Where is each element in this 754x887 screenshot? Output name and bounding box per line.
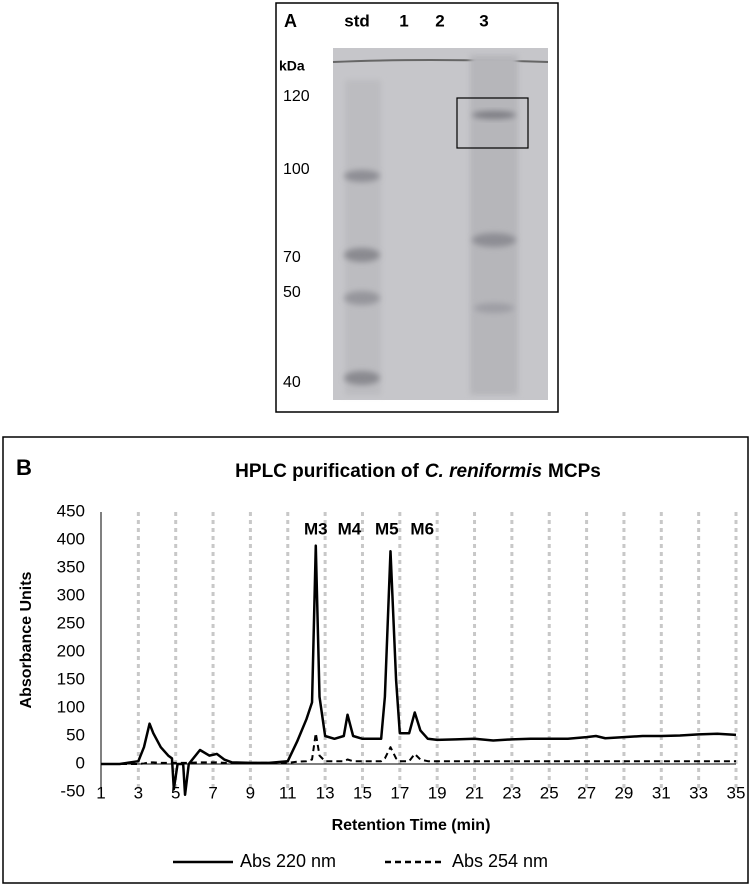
x-tick-label: 1 bbox=[96, 783, 105, 802]
panel-label: A bbox=[284, 11, 297, 31]
marker-label: 100 bbox=[283, 161, 310, 178]
lane-label: std bbox=[344, 11, 370, 30]
y-axis-label: Absorbance Units bbox=[18, 571, 35, 708]
lane-label: 2 bbox=[435, 11, 444, 30]
annotation: M6 bbox=[410, 519, 434, 538]
marker-label: 50 bbox=[283, 284, 301, 301]
x-tick-label: 7 bbox=[208, 783, 217, 802]
legend-label: Abs 254 nm bbox=[452, 851, 548, 871]
chart-panel bbox=[2, 436, 749, 884]
x-tick-label: 17 bbox=[390, 783, 409, 802]
y-tick-label: 100 bbox=[57, 697, 85, 716]
x-axis-label: Retention Time (min) bbox=[332, 817, 491, 834]
y-tick-label: 50 bbox=[66, 725, 85, 744]
lane-label: 3 bbox=[479, 11, 488, 30]
x-tick-label: 33 bbox=[689, 783, 708, 802]
marker-label: 70 bbox=[283, 249, 301, 266]
x-tick-label: 15 bbox=[353, 783, 372, 802]
y-tick-label: 400 bbox=[57, 529, 85, 548]
y-tick-label: 450 bbox=[57, 501, 85, 520]
y-tick-label: -50 bbox=[60, 781, 85, 800]
x-tick-label: 5 bbox=[171, 783, 180, 802]
y-tick-label: 150 bbox=[57, 669, 85, 688]
x-tick-label: 25 bbox=[540, 783, 559, 802]
title-part: C. reniformis bbox=[425, 461, 542, 482]
annotation: M3 bbox=[304, 519, 328, 538]
y-tick-label: 350 bbox=[57, 557, 85, 576]
chart-title: HPLC purification of C. reniformis MCPs bbox=[235, 461, 601, 482]
marker-label: 120 bbox=[283, 88, 310, 105]
y-tick-label: 250 bbox=[57, 613, 85, 632]
x-tick-label: 21 bbox=[465, 783, 484, 802]
series-line bbox=[101, 544, 737, 797]
unit-label: kDa bbox=[279, 58, 305, 74]
x-tick-label: 31 bbox=[652, 783, 671, 802]
y-tick-label: 200 bbox=[57, 641, 85, 660]
x-tick-label: 35 bbox=[727, 783, 746, 802]
y-tick-label: 0 bbox=[76, 753, 85, 772]
x-tick-label: 11 bbox=[279, 783, 297, 802]
legend-label: Abs 220 nm bbox=[240, 851, 336, 871]
title-part: MCPs bbox=[548, 461, 601, 482]
x-tick-label: 29 bbox=[614, 783, 633, 802]
marker-label: 40 bbox=[283, 374, 301, 391]
x-tick-label: 9 bbox=[246, 783, 255, 802]
title-part: HPLC purification of bbox=[235, 461, 419, 482]
x-tick-label: 13 bbox=[316, 783, 335, 802]
x-tick-label: 23 bbox=[502, 783, 521, 802]
gel-image bbox=[332, 48, 549, 400]
x-tick-label: 27 bbox=[577, 783, 596, 802]
lane-label: 1 bbox=[399, 11, 408, 30]
annotation: M4 bbox=[338, 519, 362, 538]
annotation: M5 bbox=[375, 519, 399, 538]
y-tick-label: 300 bbox=[57, 585, 85, 604]
x-tick-label: 19 bbox=[428, 783, 447, 802]
panel-label: B bbox=[16, 455, 32, 480]
x-tick-label: 3 bbox=[134, 783, 143, 802]
